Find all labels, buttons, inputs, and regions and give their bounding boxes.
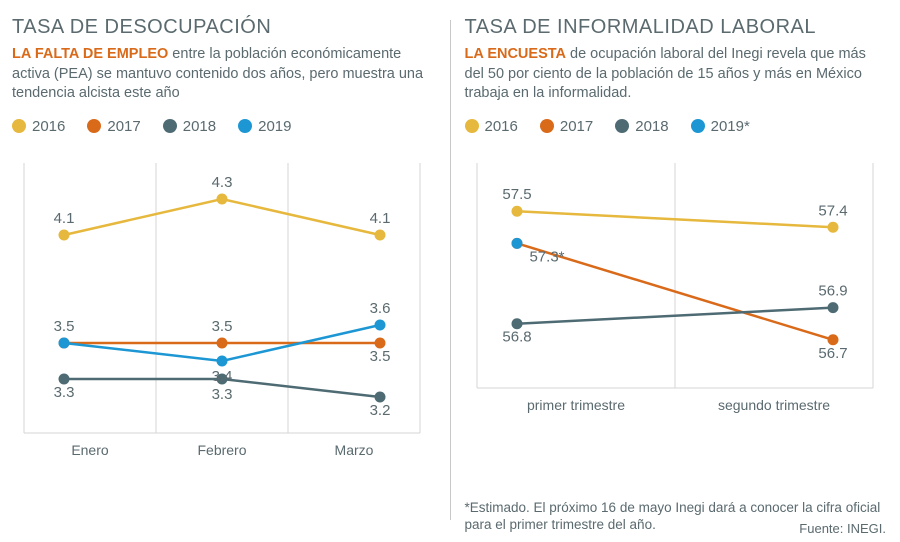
- svg-text:4.1: 4.1: [370, 210, 391, 227]
- legend-item: 2018: [163, 118, 216, 135]
- svg-text:4.3: 4.3: [212, 174, 233, 191]
- legend-label: 2016: [32, 118, 65, 135]
- legend-label: 2019: [258, 118, 291, 135]
- legend-dot-icon: [12, 119, 26, 133]
- legend-dot-icon: [691, 119, 705, 133]
- svg-text:3.3: 3.3: [54, 384, 75, 401]
- svg-text:57.4: 57.4: [818, 202, 847, 219]
- svg-text:57.5: 57.5: [502, 186, 531, 203]
- svg-text:3.5: 3.5: [54, 318, 75, 335]
- legend-label: 2019*: [711, 118, 750, 135]
- right-legend: 2016 2017 2018 2019*: [465, 118, 889, 135]
- panel-unemployment: TASA DE DESOCUPACIÓN LA FALTA DE EMPLEO …: [12, 16, 436, 534]
- svg-text:56.9: 56.9: [818, 282, 847, 299]
- legend-item: 2017: [87, 118, 140, 135]
- svg-text:3.5: 3.5: [370, 348, 391, 365]
- svg-text:3.2: 3.2: [370, 402, 391, 419]
- right-chart: primer trimestre segundo trimestre 57.5 57.…: [465, 143, 885, 428]
- panel-divider: [450, 20, 451, 520]
- right-subtitle: LA ENCUESTA de ocupación laboral del Ine…: [465, 45, 889, 104]
- legend-dot-icon: [615, 119, 629, 133]
- source-label: Fuente: INEGI.: [799, 521, 886, 536]
- svg-text:3.3: 3.3: [212, 386, 233, 403]
- svg-text:Enero: Enero: [71, 442, 109, 458]
- svg-text:56.8: 56.8: [502, 328, 531, 345]
- svg-text:4.1: 4.1: [54, 210, 75, 227]
- legend-dot-icon: [87, 119, 101, 133]
- svg-text:3.4: 3.4: [212, 368, 233, 385]
- left-subtitle: LA FALTA DE EMPLEO entre la población ec…: [12, 45, 436, 104]
- svg-text:3.6: 3.6: [370, 300, 391, 317]
- legend-item: 2018: [615, 118, 668, 135]
- left-chart: EneroFebreroMarzo4.14.34.13.53.53.53.33.…: [12, 143, 432, 473]
- right-chart-wrap: primer trimestre segundo trimestre 57.5 57.…: [465, 143, 889, 495]
- svg-text:Marzo: Marzo: [335, 442, 374, 458]
- legend-dot-icon: [163, 119, 177, 133]
- left-lead: LA FALTA DE EMPLEO: [12, 46, 168, 62]
- svg-text:3.5: 3.5: [212, 318, 233, 335]
- legend-label: 2018: [635, 118, 668, 135]
- right-lead: LA ENCUESTA: [465, 46, 567, 62]
- legend-dot-icon: [238, 119, 252, 133]
- legend-item: 2016: [12, 118, 65, 135]
- legend-item: 2019*: [691, 118, 750, 135]
- legend-label: 2016: [485, 118, 518, 135]
- legend-label: 2018: [183, 118, 216, 135]
- svg-text:primer trimestre: primer trimestre: [526, 397, 624, 413]
- infographic-container: TASA DE DESOCUPACIÓN LA FALTA DE EMPLEO …: [0, 0, 900, 542]
- legend-label: 2017: [107, 118, 140, 135]
- panel-informality: TASA DE INFORMALIDAD LABORAL LA ENCUESTA…: [465, 16, 889, 534]
- legend-item: 2017: [540, 118, 593, 135]
- legend-label: 2017: [560, 118, 593, 135]
- svg-text:56.7: 56.7: [818, 344, 847, 361]
- legend-item: 2019: [238, 118, 291, 135]
- legend-dot-icon: [465, 119, 479, 133]
- svg-text:57.3*: 57.3*: [529, 248, 564, 265]
- left-chart-wrap: EneroFebreroMarzo4.14.34.13.53.53.53.33.…: [12, 143, 436, 534]
- left-title: TASA DE DESOCUPACIÓN: [12, 16, 436, 39]
- legend-item: 2016: [465, 118, 518, 135]
- svg-text:Febrero: Febrero: [197, 442, 246, 458]
- left-legend: 2016 2017 2018 2019: [12, 118, 436, 135]
- right-title: TASA DE INFORMALIDAD LABORAL: [465, 16, 889, 39]
- legend-dot-icon: [540, 119, 554, 133]
- svg-text:segundo trimestre: segundo trimestre: [717, 397, 829, 413]
